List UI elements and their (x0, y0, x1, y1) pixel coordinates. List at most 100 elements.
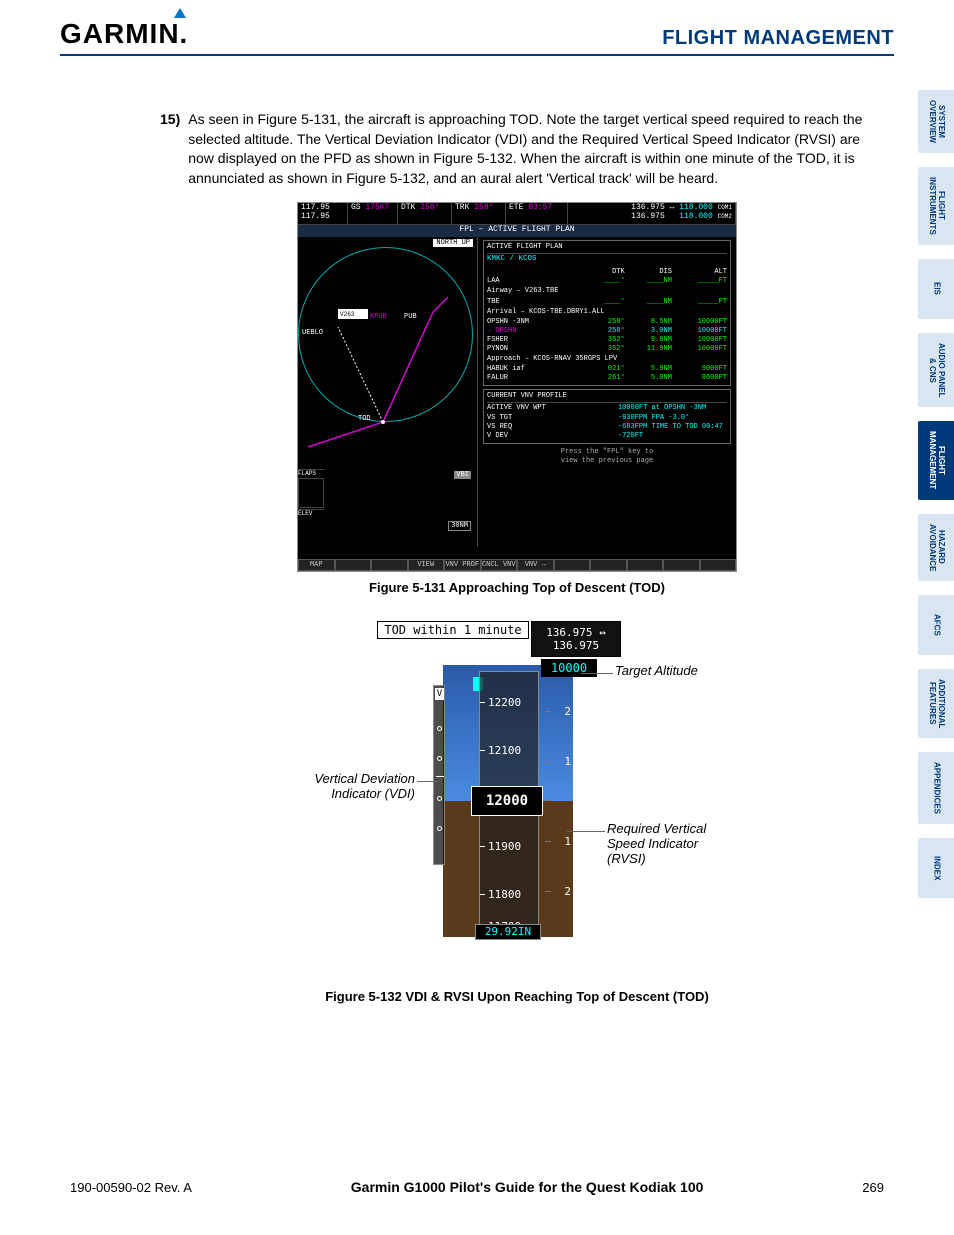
pfd-core: 10000 V 12200 12100 11900 11800 11700 12… (443, 665, 573, 937)
fpl-title: ACTIVE FLIGHT PLAN (487, 243, 727, 254)
ete-cell: ETE 03:57 (506, 203, 568, 224)
flaps-label: FLAPS (298, 469, 324, 477)
com1-label: COM1 (718, 204, 732, 211)
gs-value: 175KT (365, 203, 389, 212)
section-tab[interactable]: ADDITIONAL FEATURES (918, 669, 954, 738)
fpl-waypoint-row: FSHER352°9.8NM10000FT (487, 336, 727, 345)
section-tab[interactable]: FLIGHT MANAGEMENT (918, 421, 954, 499)
section-tab[interactable]: AUDIO PANEL & CNS (918, 333, 954, 408)
vdi-center-icon (436, 776, 444, 777)
alt-tick: 12200 (488, 696, 521, 709)
vnv-title: CURRENT VNV PROFILE (487, 392, 727, 403)
fpl-waypoint-row: OPSHN -3NM258°8.5NM10000FT (487, 318, 727, 327)
alt-tick: 11900 (488, 840, 521, 853)
flightplan-path-icon (298, 237, 478, 547)
leader-line-icon (567, 831, 605, 832)
vsi-num: 2 (564, 705, 571, 718)
alt-tick: 12100 (488, 744, 521, 757)
logo-delta-icon (174, 8, 186, 18)
mfd-screenshot: 117.95 117.95 GS 175KT DTK 258° TRK 258°… (297, 202, 737, 572)
section-tab[interactable]: AFCS (918, 595, 954, 655)
section-tab[interactable]: SYSTEM OVERVIEW (918, 90, 954, 153)
fpl-col-header (487, 268, 585, 277)
vsi-tick-icon (545, 891, 551, 892)
com1-standby: 118.000 (679, 203, 713, 212)
dtk-cell: DTK 258° (398, 203, 452, 224)
map-pub: PUB (404, 313, 417, 321)
vsi-num: 2 (564, 885, 571, 898)
ete-value: 03:57 (528, 203, 552, 212)
vnv-row: V DEV-720FT (487, 432, 727, 441)
nav-freqs: 117.95 117.95 (298, 203, 348, 224)
pfd-top-row: TOD within 1 minute 136.975 ↔ 136.975 (377, 621, 621, 657)
section-tab[interactable]: INDEX (918, 838, 954, 898)
fpl-col-header: ALT (672, 268, 727, 277)
com1-active: 136.975 (631, 203, 665, 212)
map-tod: TOD (358, 415, 371, 423)
vdi-v-icon: V (435, 688, 444, 700)
fpl-waypoint-row: LAA____°____NM_____FT (487, 277, 727, 286)
brand-logo: GARMIN. (60, 18, 188, 50)
trk-cell: TRK 258° (452, 203, 506, 224)
pfd-com1-text: 136.975 ↔ (546, 626, 606, 639)
softkey[interactable] (335, 559, 372, 571)
section-tab[interactable]: EIS (918, 259, 954, 319)
leader-line-icon (581, 673, 613, 674)
fpl-rows: LAA____°____NM_____FTAirway – V263.TBETB… (487, 277, 727, 383)
step-number: 15) (160, 110, 180, 188)
softkey[interactable]: VNV PROF (444, 559, 481, 571)
com2-label: COM2 (718, 213, 732, 220)
callout-rvsi: Required Vertical Speed Indicator (RVSI) (607, 821, 706, 866)
softkey[interactable]: MAP (298, 559, 335, 571)
alt-tick: 11800 (488, 888, 521, 901)
elev-label: ELEV (298, 509, 324, 517)
softkey[interactable] (554, 559, 591, 571)
map-kpub: KPUB (370, 313, 387, 321)
brand-text: GARMIN (60, 18, 180, 49)
target-altitude-box: 10000 (541, 659, 597, 677)
pfd-screenshot: TOD within 1 minute 136.975 ↔ 136.975 10… (267, 621, 767, 981)
section-title: FLIGHT MANAGEMENT (662, 27, 894, 50)
softkey[interactable] (700, 559, 737, 571)
vsi-tick-icon (545, 800, 551, 801)
section-tab[interactable]: HAZARD AVOIDANCE (918, 514, 954, 581)
gs-label: GS (351, 203, 361, 212)
vdi-dot-icon (437, 826, 442, 831)
fpl-col-header: DIS (625, 268, 672, 277)
fpl-columns: DTKDISALT (487, 268, 727, 277)
footer-title: Garmin G1000 Pilot's Guide for the Quest… (351, 1179, 704, 1195)
leader-line-icon (417, 781, 437, 782)
com2-standby: 118.000 (679, 212, 713, 221)
trk-value: 258° (474, 203, 493, 212)
fpl-waypoint-row: → OPSHN258°3.0NM10000FT (487, 327, 727, 336)
vnv-row: VS REQ-683FPM TIME TO TOD 00:47 (487, 423, 727, 432)
fpl-pane: ACTIVE FLIGHT PLAN KMKC / KCOS DTKDISALT… (478, 237, 736, 547)
softkey[interactable] (663, 559, 700, 571)
vnv-box: CURRENT VNV PROFILE ACTIVE VNV WPT10000F… (483, 389, 731, 443)
vsi-tick-icon (545, 841, 551, 842)
callout-vdi: Vertical Deviation Indicator (VDI) (275, 771, 415, 801)
mfd-topbar: 117.95 117.95 GS 175KT DTK 258° TRK 258°… (298, 203, 736, 225)
fpl-col-header: DTK (585, 268, 624, 277)
trk-label: TRK (455, 203, 469, 212)
pfd-com-box: 136.975 ↔ 136.975 (531, 621, 621, 657)
section-tab[interactable]: APPENDICES (918, 752, 954, 824)
softkey[interactable]: CNCL VNV (481, 559, 518, 571)
figure-5-132-caption: Figure 5-132 VDI & RVSI Upon Reaching To… (160, 989, 874, 1004)
softkey[interactable]: VIEW (408, 559, 445, 571)
dtk-label: DTK (401, 203, 415, 212)
section-tab[interactable]: FLIGHT INSTRUMENTS (918, 167, 954, 245)
softkey[interactable]: VNV → (517, 559, 554, 571)
map-pane: NORTH UP KPUB PUB V263 UEBLO TOD VBI 30N… (298, 237, 478, 547)
softkey[interactable] (371, 559, 408, 571)
fpl-waypoint-row: PYNON352°11.9NM10000FT (487, 345, 727, 354)
step-text: As seen in Figure 5-131, the aircraft is… (188, 110, 874, 188)
mfd-subtitle: FPL – ACTIVE FLIGHT PLAN (298, 225, 736, 237)
vnv-rows: ACTIVE VNV WPT10000FT at OPSHN -3NMVS TG… (487, 404, 727, 440)
vsi-num: 1 (564, 835, 571, 848)
vnv-row: VS TGT-930FPM FPA -3.0° (487, 414, 727, 423)
fpl-waypoint-row: FALUR261°5.0NM8600FT (487, 374, 727, 383)
vsi-scale: 2 1 1 2 (543, 695, 571, 905)
softkey[interactable] (590, 559, 627, 571)
softkey[interactable] (627, 559, 664, 571)
